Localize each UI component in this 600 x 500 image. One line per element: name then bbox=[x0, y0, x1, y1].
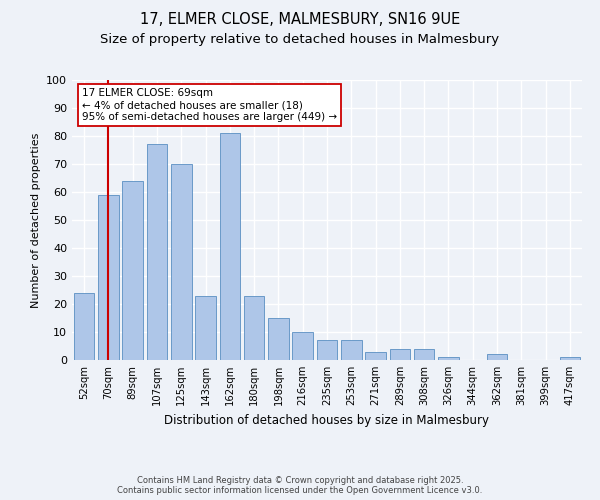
Y-axis label: Number of detached properties: Number of detached properties bbox=[31, 132, 41, 308]
Text: Size of property relative to detached houses in Malmesbury: Size of property relative to detached ho… bbox=[100, 32, 500, 46]
Text: 17, ELMER CLOSE, MALMESBURY, SN16 9UE: 17, ELMER CLOSE, MALMESBURY, SN16 9UE bbox=[140, 12, 460, 28]
Bar bbox=[560, 357, 580, 360]
Text: Contains HM Land Registry data © Crown copyright and database right 2025.
Contai: Contains HM Land Registry data © Crown c… bbox=[118, 476, 482, 495]
Bar bbox=[74, 293, 94, 360]
Bar bbox=[414, 349, 434, 360]
Bar bbox=[341, 340, 362, 360]
Bar bbox=[268, 318, 289, 360]
X-axis label: Distribution of detached houses by size in Malmesbury: Distribution of detached houses by size … bbox=[164, 414, 490, 426]
Bar bbox=[195, 296, 216, 360]
Bar bbox=[389, 349, 410, 360]
Bar bbox=[487, 354, 508, 360]
Bar bbox=[146, 144, 167, 360]
Bar bbox=[365, 352, 386, 360]
Bar bbox=[244, 296, 265, 360]
Bar bbox=[171, 164, 191, 360]
Bar bbox=[438, 357, 459, 360]
Text: 17 ELMER CLOSE: 69sqm
← 4% of detached houses are smaller (18)
95% of semi-detac: 17 ELMER CLOSE: 69sqm ← 4% of detached h… bbox=[82, 88, 337, 122]
Bar bbox=[122, 181, 143, 360]
Bar bbox=[220, 133, 240, 360]
Bar bbox=[317, 340, 337, 360]
Bar bbox=[292, 332, 313, 360]
Bar bbox=[98, 195, 119, 360]
